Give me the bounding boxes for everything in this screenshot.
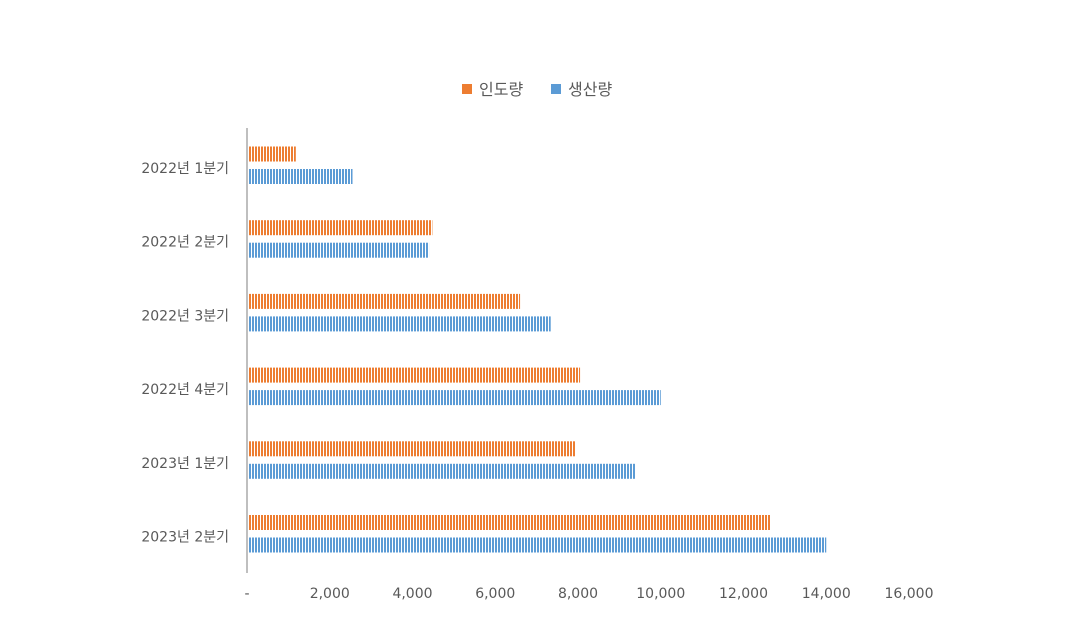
bar-delivery-0 bbox=[247, 146, 296, 162]
category-label-3: 2022년 4분기 bbox=[141, 382, 229, 398]
x-axis: - 2,000 4,000 6,000 8,000 10,000 12,000 14,000 1… bbox=[244, 586, 933, 602]
category-label-5: 2023년 2분기 bbox=[141, 530, 229, 546]
category-label-2: 2022년 3분기 bbox=[141, 308, 229, 324]
bar-delivery-2 bbox=[247, 293, 521, 309]
bar-delivery-1 bbox=[247, 220, 433, 236]
x-tick-label-6: 12,000 bbox=[719, 586, 768, 602]
bar-delivery-5 bbox=[247, 515, 771, 530]
bar-production-0 bbox=[247, 169, 353, 184]
bar-production-2 bbox=[247, 316, 551, 332]
legend: 인도량 생산량 bbox=[462, 80, 612, 99]
x-tick-label-5: 10,000 bbox=[636, 586, 685, 602]
x-tick-label-1: 2,000 bbox=[310, 586, 350, 602]
legend-swatch-0 bbox=[462, 84, 472, 94]
legend-label-0: 인도량 bbox=[479, 80, 523, 99]
plot-area bbox=[247, 146, 827, 553]
category-label-4: 2023년 1분기 bbox=[141, 456, 229, 472]
x-tick-label-4: 8,000 bbox=[558, 586, 598, 602]
bar-production-3 bbox=[247, 390, 661, 406]
category-label-1: 2022년 2분기 bbox=[141, 235, 229, 251]
y-axis: 2022년 1분기 2022년 2분기 2022년 3분기 2022년 4분기 2023… bbox=[141, 128, 248, 573]
bar-production-5 bbox=[247, 537, 827, 553]
bar-production-4 bbox=[247, 463, 636, 479]
bar-delivery-3 bbox=[247, 367, 581, 383]
x-tick-label-2: 4,000 bbox=[392, 586, 432, 602]
category-label-0: 2022년 1분기 bbox=[141, 161, 229, 177]
x-tick-label-0: - bbox=[244, 586, 249, 602]
legend-label-1: 생산량 bbox=[568, 80, 612, 99]
x-tick-label-8: 16,000 bbox=[885, 586, 934, 602]
bar-delivery-4 bbox=[247, 441, 576, 457]
x-tick-label-7: 14,000 bbox=[802, 586, 851, 602]
bar-production-1 bbox=[247, 242, 430, 258]
legend-swatch-1 bbox=[551, 84, 561, 94]
x-tick-label-3: 6,000 bbox=[475, 586, 515, 602]
